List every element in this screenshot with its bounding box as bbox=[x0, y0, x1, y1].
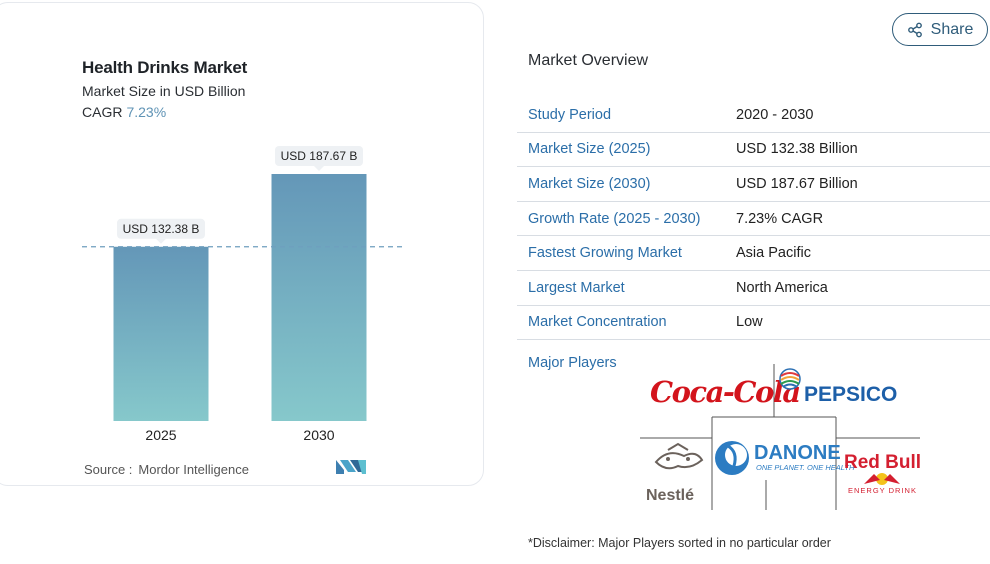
data-label-badge bbox=[275, 146, 363, 166]
pepsico-logo-icon: PEPSICO bbox=[779, 368, 897, 406]
table-row: Study Period 2020 - 2030 bbox=[517, 98, 990, 133]
chart-source: Source : Mordor Intelligence bbox=[84, 462, 249, 477]
row-value-growth-rate: 7.23% CAGR bbox=[736, 210, 824, 227]
mordor-logo-icon bbox=[336, 460, 366, 474]
row-label-market-size-2030[interactable]: Market Size (2030) bbox=[528, 175, 651, 192]
source-label: Source : bbox=[84, 462, 133, 477]
svg-text:ENERGY DRINK: ENERGY DRINK bbox=[848, 486, 917, 495]
chart-subtitle: Market Size in USD Billion bbox=[82, 83, 246, 99]
share-button[interactable]: Share bbox=[892, 13, 988, 46]
table-row: Largest Market North America bbox=[517, 271, 990, 306]
data-label-pointer bbox=[156, 238, 166, 244]
row-label-growth-rate[interactable]: Growth Rate (2025 - 2030) bbox=[528, 210, 701, 227]
table-row: Fastest Growing Market Asia Pacific bbox=[517, 236, 990, 271]
cagr-label: CAGR bbox=[82, 104, 123, 120]
row-label-market-concentration[interactable]: Market Concentration bbox=[528, 314, 667, 331]
red-bull-logo-icon: Red Bull ENERGY DRINK bbox=[844, 452, 921, 495]
cagr-row: CAGR 7.23% bbox=[82, 104, 166, 120]
row-label-largest-market[interactable]: Largest Market bbox=[528, 279, 625, 296]
data-label-badge bbox=[117, 218, 205, 239]
data-label: USD 132.38 B bbox=[123, 222, 200, 236]
data-label-pointer bbox=[314, 166, 324, 171]
share-label: Share bbox=[930, 20, 974, 38]
x-tick-label: 2030 bbox=[303, 427, 334, 443]
disclaimer: *Disclaimer: Major Players sorted in no … bbox=[528, 536, 831, 550]
major-players-label[interactable]: Major Players bbox=[528, 355, 617, 371]
bar-2030 bbox=[271, 174, 367, 421]
row-label-study-period[interactable]: Study Period bbox=[528, 106, 612, 123]
table-row: Market Size (2025) USD 132.38 Billion bbox=[517, 133, 990, 168]
chart-title: Health Drinks Market bbox=[82, 58, 248, 77]
coca-cola-logo-icon: Coca-Cola bbox=[650, 375, 801, 409]
major-players-logos: Coca-Cola PEPSICO Nestlé DANONE ONE PLAN… bbox=[640, 364, 921, 510]
svg-text:DANONE: DANONE bbox=[754, 442, 841, 464]
share-icon bbox=[907, 22, 922, 37]
row-value-market-size-2030: USD 187.67 Billion bbox=[736, 175, 858, 192]
table-row: Growth Rate (2025 - 2030) 7.23% CAGR bbox=[517, 202, 990, 237]
svg-text:Coca-Cola: Coca-Cola bbox=[650, 375, 800, 409]
row-value-fastest-growing: Asia Pacific bbox=[736, 245, 811, 262]
bar-chart: USD 132.38 B 2025 USD 187.67 B 2030 bbox=[82, 146, 402, 443]
data-label: USD 187.67 B bbox=[281, 149, 358, 163]
cagr-value: 7.23% bbox=[126, 104, 167, 120]
nestle-logo-icon: Nestlé bbox=[646, 442, 704, 504]
overview-title: Market Overview bbox=[528, 52, 649, 69]
source-name: Mordor Intelligence bbox=[138, 462, 249, 477]
table-row: Market Concentration Low bbox=[517, 306, 990, 341]
row-value-largest-market: North America bbox=[736, 279, 828, 296]
row-value-market-concentration: Low bbox=[736, 314, 763, 331]
bar-2025 bbox=[113, 246, 209, 421]
row-label-market-size-2025[interactable]: Market Size (2025) bbox=[528, 141, 651, 158]
svg-text:ONE PLANET. ONE HEALTH: ONE PLANET. ONE HEALTH bbox=[756, 463, 855, 472]
row-value-study-period: 2020 - 2030 bbox=[736, 106, 814, 123]
x-tick-label: 2025 bbox=[145, 427, 176, 443]
overview-table: Study Period 2020 - 2030 Market Size (20… bbox=[517, 98, 990, 341]
table-row: Market Size (2030) USD 187.67 Billion bbox=[517, 167, 990, 202]
svg-text:Red Bull: Red Bull bbox=[844, 452, 921, 473]
row-value-market-size-2025: USD 132.38 Billion bbox=[736, 141, 858, 158]
svg-text:Nestlé: Nestlé bbox=[646, 487, 694, 504]
row-label-fastest-growing[interactable]: Fastest Growing Market bbox=[528, 245, 682, 262]
danone-logo-icon: DANONE ONE PLANET. ONE HEALTH bbox=[715, 441, 855, 475]
svg-text:PEPSICO: PEPSICO bbox=[804, 383, 897, 406]
chart-card bbox=[0, 2, 484, 486]
